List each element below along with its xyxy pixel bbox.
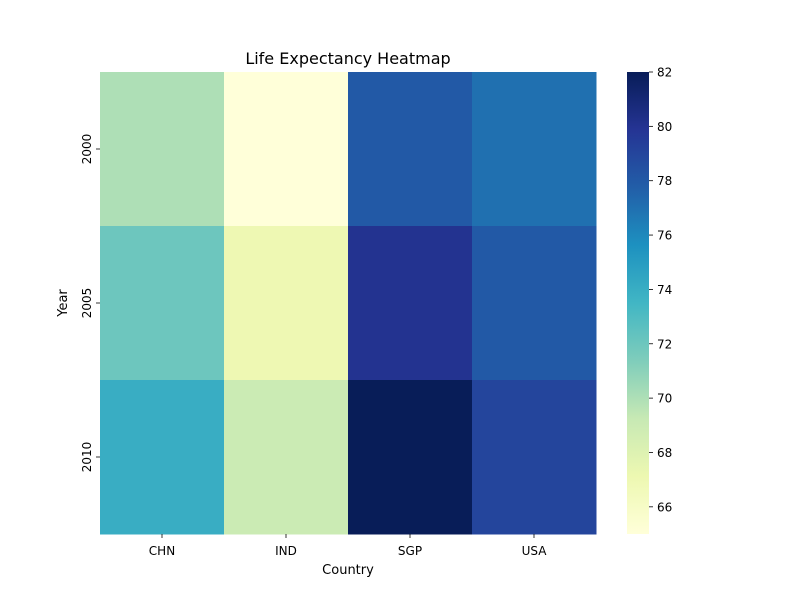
colorbar-tick-label: 70 — [657, 392, 672, 406]
heatmap-cell — [348, 226, 473, 381]
y-axis-ticks: 2000 2005 2010 — [80, 134, 100, 473]
colorbar-tick-label: 82 — [657, 66, 672, 80]
x-tick-label: CHN — [149, 544, 175, 558]
colorbar-ticks: 66 68 70 72 74 76 78 80 82 — [649, 66, 672, 514]
x-tick-label: USA — [522, 544, 548, 558]
heatmap-cell — [100, 72, 225, 227]
y-axis-label: Year — [56, 289, 71, 318]
colorbar-tick-label: 68 — [657, 446, 672, 460]
heatmap-cell — [472, 72, 597, 227]
x-axis-ticks: CHN IND SGP USA — [149, 534, 547, 558]
y-tick-label: 2000 — [80, 134, 94, 165]
x-axis-label: Country — [322, 563, 374, 578]
colorbar-tick-label: 80 — [657, 120, 672, 134]
heatmap-cell — [224, 72, 349, 227]
colorbar — [627, 72, 649, 534]
colorbar-tick-label: 72 — [657, 337, 672, 351]
y-tick-label: 2010 — [80, 442, 94, 473]
colorbar-tick-label: 74 — [657, 283, 672, 297]
heatmap-cell — [348, 72, 473, 227]
x-tick-label: IND — [275, 544, 297, 558]
heatmap-cell — [224, 226, 349, 381]
colorbar-tick-label: 76 — [657, 229, 672, 243]
x-tick-label: SGP — [398, 544, 422, 558]
colorbar-tick-label: 66 — [657, 500, 672, 514]
colorbar-tick-label: 78 — [657, 174, 672, 188]
chart-title: Life Expectancy Heatmap — [245, 49, 450, 68]
heatmap-cell — [100, 380, 225, 535]
heatmap-cell — [224, 380, 349, 535]
y-tick-label: 2005 — [80, 288, 94, 319]
heatmap-cell — [348, 380, 473, 535]
heatmap-cell — [472, 380, 597, 535]
heatmap-cells — [100, 72, 597, 535]
heatmap-cell — [100, 226, 225, 381]
heatmap-cell — [472, 226, 597, 381]
